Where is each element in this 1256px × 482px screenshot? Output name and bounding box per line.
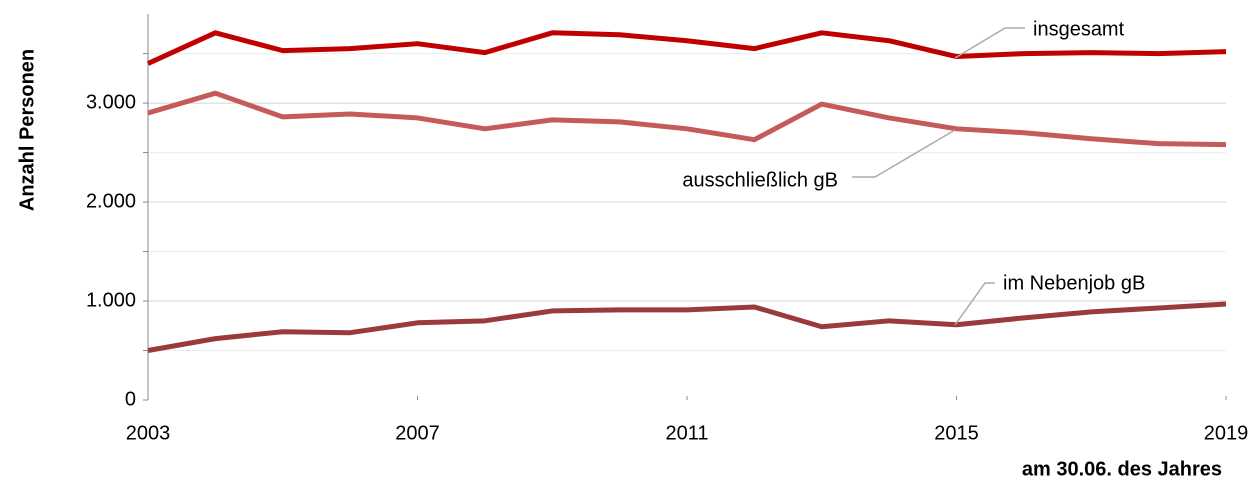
- y-axis-title: Anzahl Personen: [16, 49, 38, 211]
- y-tick-label: 0: [125, 388, 136, 410]
- x-tick-label: 2007: [395, 422, 440, 444]
- series-line: [147, 301, 1227, 353]
- leader-line: [954, 27, 1025, 59]
- y-tick-label: 2.000: [86, 190, 136, 212]
- x-tick-label: 2015: [934, 422, 979, 444]
- x-tick-label: 2003: [126, 422, 171, 444]
- y-tick-label: 3.000: [86, 91, 136, 113]
- x-axis-title: am 30.06. des Jahres: [1022, 458, 1222, 480]
- x-tick-label: 2019: [1204, 422, 1249, 444]
- y-tick-label: 1.000: [86, 289, 136, 311]
- leader-line: [852, 129, 956, 178]
- series-label: ausschließlich gB: [682, 169, 838, 191]
- series-label: im Nebenjob gB: [1003, 272, 1145, 294]
- series-line: [147, 90, 1227, 148]
- x-tick-label: 2011: [665, 422, 708, 444]
- leader-line: [954, 282, 995, 326]
- series-label: insgesamt: [1033, 18, 1125, 40]
- series-line: [146, 30, 1227, 66]
